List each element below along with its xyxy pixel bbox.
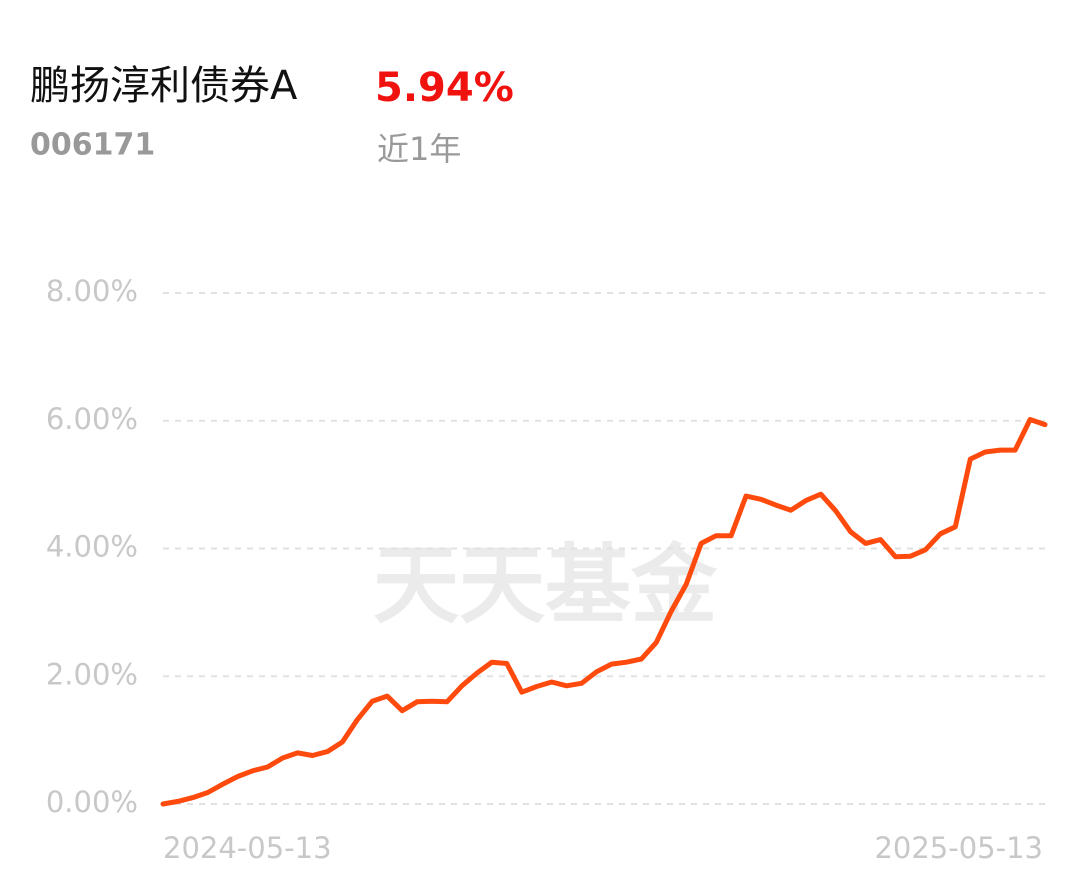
fund-code: 006171 [30, 128, 155, 163]
y-tick-label: 8.00% [46, 274, 138, 308]
return-value: 5.94% [375, 65, 514, 111]
y-tick-label: 4.00% [46, 530, 138, 564]
watermark: 天天基金 [373, 535, 718, 636]
y-tick-label: 0.00% [46, 785, 138, 819]
return-period: 近1年 [377, 130, 461, 168]
y-tick-label: 2.00% [46, 657, 138, 691]
x-start-label: 2024-05-13 [163, 831, 332, 865]
y-tick-label: 6.00% [46, 402, 138, 436]
line-series [160, 417, 1048, 807]
x-end-label: 2025-05-13 [874, 831, 1043, 865]
fund-name: 鹏扬淳利债券A [30, 63, 298, 109]
